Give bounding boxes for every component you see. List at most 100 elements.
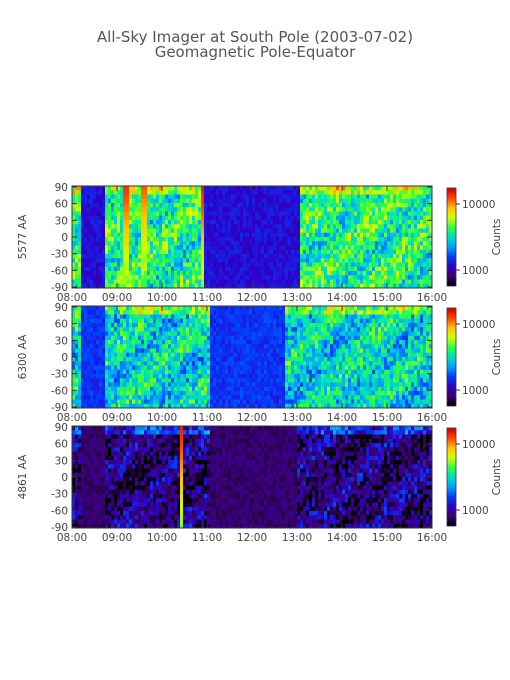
heatmap-cell: [75, 403, 79, 409]
heatmap-cell: [186, 327, 190, 332]
heatmap-cell: [234, 245, 238, 251]
heatmap-cell: [93, 220, 97, 225]
heatmap-cell: [186, 254, 190, 259]
heatmap-cell: [120, 357, 124, 362]
heatmap-cell: [276, 327, 280, 332]
heatmap-cell: [138, 374, 142, 379]
heatmap-cell: [288, 391, 292, 396]
heatmap-cell: [303, 190, 307, 195]
heatmap-cell: [147, 382, 151, 388]
heatmap-cell: [150, 365, 154, 371]
heatmap-cell: [99, 369, 103, 375]
heatmap-cell: [213, 306, 217, 311]
heatmap-cell: [249, 352, 253, 358]
heatmap-cell: [111, 275, 115, 280]
heatmap-cell: [141, 357, 145, 362]
heatmap-cell: [108, 237, 112, 242]
heatmap-cell: [189, 194, 193, 200]
heatmap-cell: [84, 323, 88, 328]
heatmap-cell: [135, 220, 139, 225]
heatmap-cell: [168, 245, 172, 251]
heatmap-cell: [282, 399, 286, 405]
heatmap-cell: [129, 186, 133, 191]
heatmap-cell: [201, 403, 205, 409]
heatmap-cell: [96, 340, 100, 345]
heatmap-cell: [402, 215, 406, 221]
heatmap-cell: [141, 369, 145, 375]
heatmap-cell: [213, 198, 217, 204]
heatmap-cell: [231, 198, 235, 204]
heatmap-cell: [246, 391, 250, 396]
heatmap-cell: [318, 378, 322, 383]
heatmap-cell: [153, 352, 157, 358]
heatmap-cell: [114, 344, 118, 349]
heatmap-cell: [72, 357, 76, 362]
heatmap-cell: [183, 220, 187, 225]
heatmap-cell: [135, 190, 139, 195]
heatmap-cell: [144, 348, 148, 354]
heatmap-cell: [75, 190, 79, 195]
heatmap-cell: [357, 186, 361, 191]
heatmap-cell: [111, 352, 115, 358]
heatmap-cell: [168, 249, 172, 255]
heatmap-cell: [183, 211, 187, 217]
heatmap-cell: [315, 254, 319, 259]
heatmap-cell: [249, 198, 253, 204]
heatmap-cell: [153, 215, 157, 221]
heatmap-cell: [240, 369, 244, 375]
heatmap-cell: [249, 369, 253, 375]
heatmap-cell: [321, 352, 325, 358]
heatmap-cell: [87, 279, 91, 285]
heatmap-cell: [75, 357, 79, 362]
heatmap-cell: [138, 310, 142, 315]
y-tick-label: 60: [55, 199, 68, 211]
heatmap-cell: [168, 254, 172, 259]
heatmap-cell: [198, 215, 202, 221]
heatmap-cell: [111, 391, 115, 396]
heatmap-cell: [369, 262, 373, 268]
heatmap-cell: [300, 374, 304, 379]
heatmap-cell: [84, 237, 88, 242]
heatmap-cell: [201, 271, 205, 276]
heatmap-cell: [282, 386, 286, 392]
heatmap-cell: [258, 203, 262, 208]
heatmap-cell: [192, 241, 196, 246]
heatmap-cell: [162, 335, 166, 341]
heatmap-cell: [102, 365, 106, 371]
heatmap-cell: [318, 310, 322, 315]
heatmap-cell: [363, 271, 367, 276]
heatmap-cell: [243, 232, 247, 238]
heatmap-cell: [93, 203, 97, 208]
heatmap-cell: [96, 254, 100, 259]
heatmap-cell: [99, 190, 103, 195]
heatmap-cell: [102, 378, 106, 383]
heatmap-cell: [180, 327, 184, 332]
heatmap-cell: [171, 241, 175, 246]
heatmap-cell: [264, 237, 268, 242]
heatmap-cell: [303, 374, 307, 379]
heatmap-cell: [213, 228, 217, 234]
heatmap-cell: [183, 386, 187, 392]
heatmap-cell: [183, 207, 187, 212]
heatmap-cell: [159, 198, 163, 204]
heatmap-cell: [363, 220, 367, 225]
heatmap-cell: [276, 258, 280, 263]
heatmap-cell: [99, 365, 103, 371]
heatmap-cell: [318, 327, 322, 332]
heatmap-cell: [201, 190, 205, 195]
heatmap-cell: [411, 203, 415, 208]
heatmap-cell: [324, 275, 328, 280]
heatmap-cell: [219, 220, 223, 225]
heatmap-cell: [120, 266, 124, 272]
heatmap-cell: [84, 348, 88, 354]
heatmap-cell: [252, 331, 256, 337]
heatmap-cell: [231, 258, 235, 263]
heatmap-cell: [402, 190, 406, 195]
heatmap-cell: [174, 190, 178, 195]
heatmap-cell: [135, 249, 139, 255]
heatmap-cell: [264, 331, 268, 337]
heatmap-cell: [216, 237, 220, 242]
heatmap-cell: [228, 254, 232, 259]
heatmap-cell: [285, 198, 289, 204]
heatmap-cell: [336, 207, 340, 212]
